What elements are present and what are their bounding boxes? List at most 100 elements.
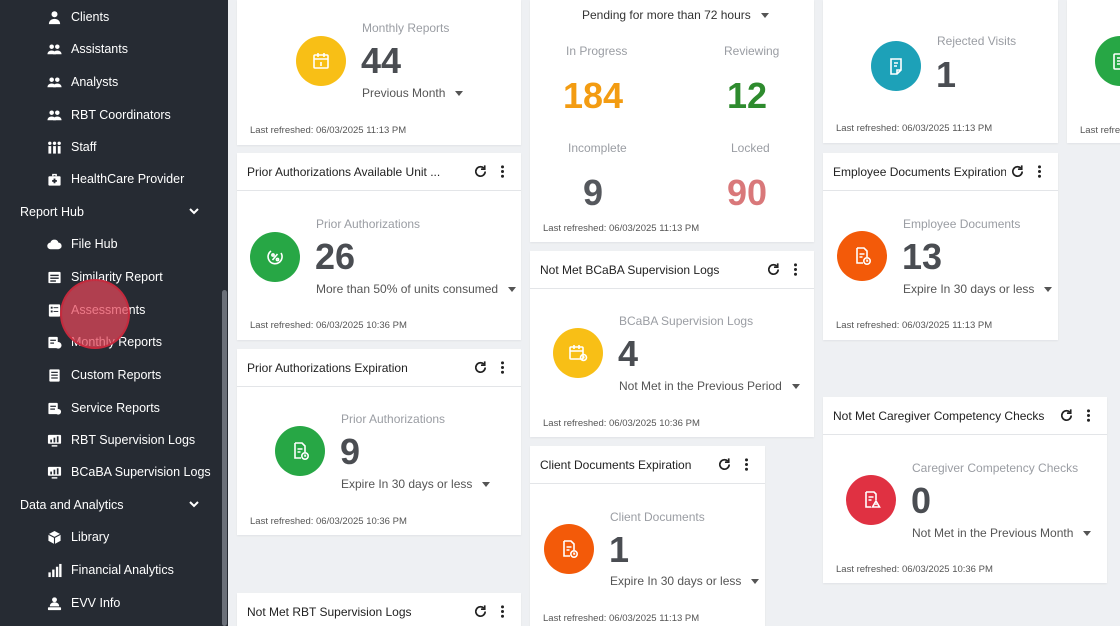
metric-value: 1 — [936, 54, 957, 95]
last-refreshed: Last refreshed: 06/03/2025 11:13 PM — [836, 320, 993, 331]
card-header: Prior Authorizations Available Unit ... — [237, 153, 521, 191]
document-clock-icon — [275, 426, 325, 476]
chevron-down-icon — [188, 498, 200, 513]
sidebar-item-label: Monthly Reports — [71, 335, 163, 349]
card-pending-status: Pending for more than 72 hours In Progre… — [530, 0, 814, 242]
card-rejected-visits: Rejected Visits 1 Last refreshed: 06/03/… — [823, 0, 1058, 143]
period-dropdown[interactable]: Expire In 30 days or less — [341, 477, 491, 491]
period-dropdown[interactable]: Expire In 30 days or less — [610, 574, 760, 588]
sidebar-item-assistants[interactable]: Assistants — [46, 36, 221, 62]
last-refreshed: Last refreshed: 06/03/2025 10:36 PM — [250, 516, 407, 527]
metric-value: 9 — [340, 431, 361, 472]
last-refreshed: Last refreshed: 06/03/2025 11:13 PM — [543, 613, 700, 624]
reviewing-label: Reviewing — [724, 44, 780, 58]
caret-down-icon — [482, 481, 491, 487]
sidebar-item-library[interactable]: Library — [46, 524, 221, 550]
refresh-button[interactable] — [1055, 405, 1077, 427]
metric-label: Rejected Visits — [937, 34, 1017, 48]
last-refreshed: Last refreshed: 06/03/2025 11:13 PM — [836, 123, 993, 134]
percent-cycle-icon — [250, 232, 300, 282]
people-icon — [46, 74, 62, 90]
card-monthly-reports: Monthly Reports 44 Previous Month Last r… — [237, 0, 521, 145]
caret-down-icon — [455, 90, 464, 96]
cloud-icon — [46, 236, 62, 252]
metric-value: 13 — [902, 236, 943, 277]
sidebar-item-clients[interactable]: Clients — [46, 4, 221, 30]
sidebar-item-monthly-reports[interactable]: Monthly Reports — [46, 329, 221, 355]
sidebar-item-financial-analytics[interactable]: Financial Analytics — [46, 557, 221, 583]
sidebar-item-custom-reports[interactable]: Custom Reports — [46, 362, 221, 388]
refresh-button[interactable] — [469, 357, 491, 379]
people-icon — [46, 41, 62, 57]
refresh-button[interactable] — [1006, 161, 1028, 183]
sidebar-item-assessments[interactable]: Assessments — [46, 297, 221, 323]
card-header: Not Met RBT Supervision Logs — [237, 593, 521, 626]
card-partial: Last refres — [1067, 0, 1120, 143]
sidebar-section-report-hub[interactable]: Report Hub — [20, 199, 200, 225]
sidebar-item-service-reports[interactable]: Service Reports — [46, 395, 221, 421]
more-options-button[interactable] — [784, 259, 806, 281]
period-dropdown[interactable]: More than 50% of units consumed — [316, 282, 517, 296]
more-vertical-icon — [500, 165, 504, 178]
sidebar-item-label: RBT Supervision Logs — [71, 433, 196, 447]
sidebar-item-analysts[interactable]: Analysts — [46, 69, 221, 95]
last-refreshed: Last refreshed: 06/03/2025 11:13 PM — [543, 223, 700, 234]
in-progress-label: In Progress — [566, 44, 628, 58]
metric-label: Prior Authorizations — [341, 412, 446, 426]
bar-chart-icon — [46, 562, 62, 578]
more-options-button[interactable] — [1028, 161, 1050, 183]
medkit-icon — [46, 171, 62, 187]
sidebar-item-label: EVV Info — [71, 596, 121, 610]
more-options-button[interactable] — [491, 161, 513, 183]
incomplete-label: Incomplete — [568, 141, 627, 155]
person-badge-icon — [46, 595, 62, 611]
sidebar-item-rbt-coordinators[interactable]: RBT Coordinators — [46, 102, 221, 128]
metric-value: 0 — [911, 480, 932, 521]
sidebar-item-similarity-report[interactable]: Similarity Report — [46, 264, 221, 290]
in-progress-value[interactable]: 184 — [563, 75, 624, 116]
last-refreshed: Last refreshed: 06/03/2025 10:36 PM — [543, 418, 700, 429]
more-options-button[interactable] — [491, 601, 513, 623]
reviewing-value[interactable]: 12 — [727, 75, 768, 116]
period-dropdown[interactable]: Previous Month — [362, 86, 464, 100]
pending-filter-dropdown[interactable]: Pending for more than 72 hours — [582, 8, 769, 22]
refresh-button[interactable] — [469, 161, 491, 183]
calendar-clock-icon — [553, 328, 603, 378]
period-dropdown[interactable]: Not Met in the Previous Month — [912, 526, 1092, 540]
document-list-icon — [1095, 36, 1120, 86]
refresh-button[interactable] — [713, 454, 735, 476]
refresh-icon — [718, 458, 730, 470]
refresh-icon — [1060, 409, 1072, 421]
period-dropdown[interactable]: Expire In 30 days or less — [903, 282, 1053, 296]
refresh-button[interactable] — [469, 601, 491, 623]
card-employee-docs: Employee Documents Expiration Employee D… — [823, 153, 1058, 340]
document-edit-icon — [871, 41, 921, 91]
sidebar-section-data-analytics[interactable]: Data and Analytics — [20, 492, 200, 518]
sidebar-item-healthcare-provider[interactable]: HealthCare Provider — [46, 166, 221, 192]
more-options-button[interactable] — [1077, 405, 1099, 427]
assessment-icon — [46, 302, 62, 318]
caret-down-icon — [751, 578, 760, 584]
caret-down-icon — [791, 383, 800, 389]
chevron-down-icon — [188, 205, 200, 220]
document-clock-icon — [837, 231, 887, 281]
sidebar-item-rbt-supervision-logs[interactable]: RBT Supervision Logs — [46, 427, 221, 453]
sidebar-item-staff[interactable]: Staff — [46, 134, 221, 160]
locked-value[interactable]: 90 — [727, 172, 768, 213]
sidebar-item-label: Financial Analytics — [71, 563, 174, 577]
refresh-icon — [474, 361, 486, 373]
last-refreshed: Last refreshed: 06/03/2025 10:36 PM — [836, 564, 993, 575]
more-options-button[interactable] — [491, 357, 513, 379]
last-refreshed: Last refreshed: 06/03/2025 10:36 PM — [250, 320, 407, 331]
document-icon — [46, 367, 62, 383]
sidebar-item-file-hub[interactable]: File Hub — [46, 231, 221, 257]
sidebar-scrollbar-thumb[interactable] — [222, 290, 227, 626]
refresh-button[interactable] — [762, 259, 784, 281]
card-caregiver-competency: Not Met Caregiver Competency Checks Care… — [823, 397, 1107, 583]
box-icon — [46, 529, 62, 545]
sidebar-item-bcaba-supervision-logs[interactable]: BCaBA Supervision Logs — [46, 459, 221, 485]
sidebar-item-evv-info[interactable]: EVV Info — [46, 590, 221, 616]
incomplete-value[interactable]: 9 — [583, 172, 604, 213]
more-options-button[interactable] — [735, 454, 757, 476]
period-dropdown[interactable]: Not Met in the Previous Period — [619, 379, 800, 393]
